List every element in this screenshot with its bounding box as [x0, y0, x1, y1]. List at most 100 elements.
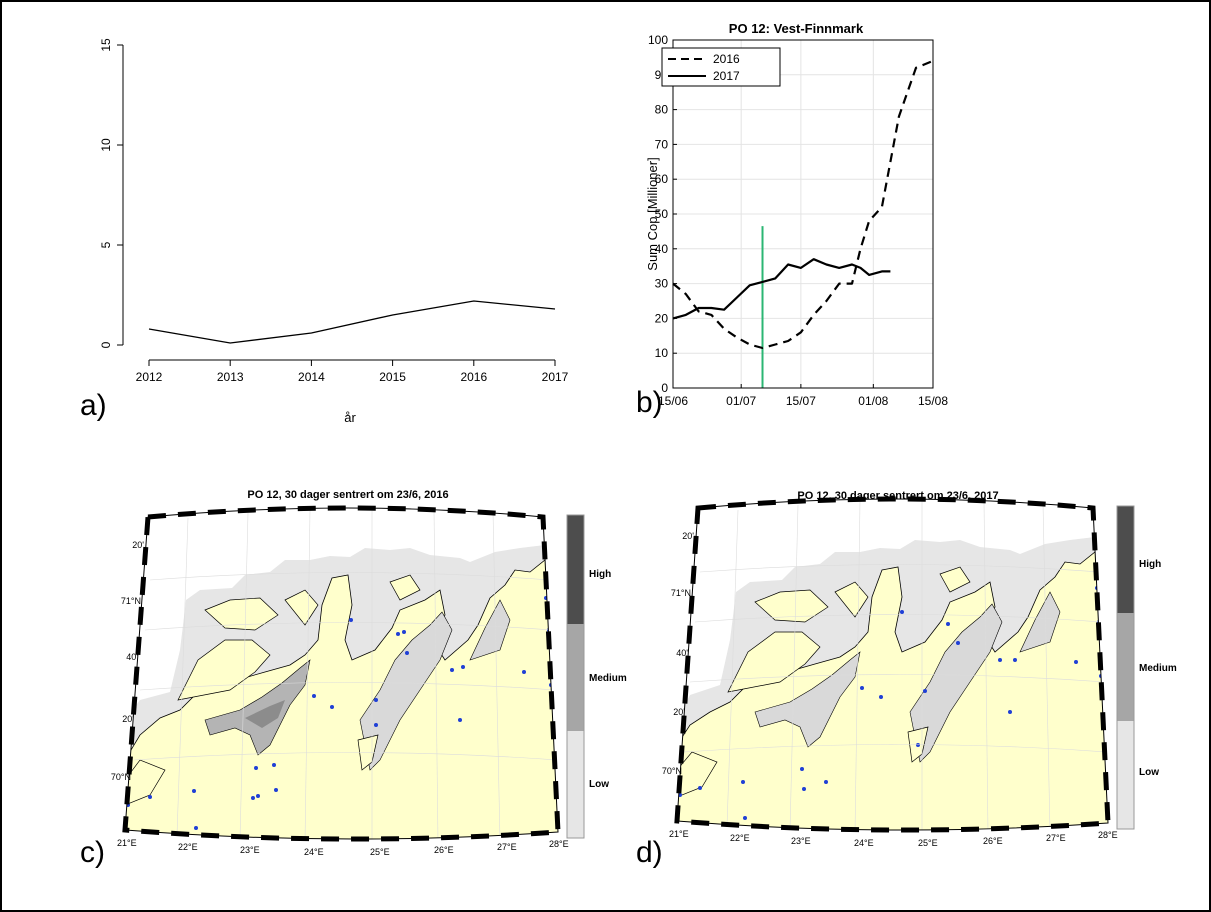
map-c-graticule — [133, 509, 558, 840]
map-c-lat-label: 20' — [132, 540, 144, 550]
map-c-fjord-high — [245, 700, 285, 728]
panel-a-chart: 0 5 10 15 2012 2013 2014 2015 2016 2017 år — [99, 38, 569, 425]
map-c-lon-label: 25°E — [370, 847, 390, 857]
panel-a-xlabel: år — [344, 410, 356, 425]
panel-b-x-tick-label: 01/07 — [726, 394, 756, 408]
panel-a-x-tick-label: 2017 — [542, 370, 569, 384]
map-d-lat-label: 71°N — [671, 588, 691, 598]
panel-b-frame — [672, 39, 934, 389]
map-c-lon-labels: 21°E 22°E 23°E 24°E 25°E 26°E 27°E 28°E — [117, 838, 569, 857]
panel-a-y-tick-label: 0 — [99, 341, 113, 348]
colorbar-medium-segment — [1117, 613, 1134, 721]
panel-a-x-tick-label: 2013 — [217, 370, 244, 384]
map-c-colorbar: High Medium Low — [566, 514, 627, 839]
map-c-lon-label: 28°E — [549, 839, 569, 849]
map-d-graticule — [683, 501, 1108, 831]
map-d-fjord-2 — [909, 603, 1003, 763]
map-d-frame-border — [674, 496, 1111, 833]
panel-a-y-ticks: 0 5 10 15 — [99, 38, 123, 348]
map-d-content — [677, 501, 1108, 831]
panel-a-axes — [122, 45, 555, 361]
map-c-lat-label: 20' — [122, 714, 134, 724]
panel-b-y-tick-label: 30 — [655, 277, 669, 291]
panel-b-x-tick-label: 15/08 — [918, 394, 948, 408]
panel-b-legend: 2016 2017 — [661, 47, 781, 87]
panel-a-y-tick-label: 15 — [99, 38, 113, 52]
panel-a-x-tick-label: 2015 — [379, 370, 406, 384]
map-c-fjord-3 — [469, 599, 511, 661]
map-c-lat-labels: 20' 71°N 40' 20' 70°N — [111, 540, 144, 782]
map-c-land — [125, 554, 558, 840]
colorbar-low-label: Low — [1139, 767, 1159, 778]
series-line-2017 — [672, 258, 891, 320]
panel-letter-b: b) — [636, 386, 663, 419]
panel-b-series — [672, 59, 934, 388]
map-c-lat-label: 70°N — [111, 772, 131, 782]
colorbar-high-segment — [1117, 506, 1134, 613]
colorbar-low-segment — [567, 731, 584, 838]
panel-a-x-tick-label: 2012 — [136, 370, 163, 384]
panel-b-axes-box — [672, 39, 934, 389]
panel-a-y-tick-label: 10 — [99, 138, 113, 152]
map-d-points — [678, 586, 1103, 820]
panel-b-chart: PO 12: Vest-Finnmark 0102030405060708090… — [645, 21, 948, 408]
map-c-lon-label: 27°E — [497, 842, 517, 852]
map-panel-d: PO 12, 30 dager sentrert om 23/6, 2017 2… — [662, 490, 1177, 848]
map-d-lon-label: 26°E — [983, 836, 1003, 846]
colorbar-high-segment — [567, 515, 584, 624]
map-panel-c: PO 12, 30 dager sentrert om 23/6, 2016 2… — [111, 489, 627, 857]
panel-b-x-tick-label: 15/06 — [658, 394, 688, 408]
map-d-lat-label: 70°N — [662, 766, 682, 776]
panel-a-x-tick-label: 2014 — [298, 370, 325, 384]
map-c-content — [125, 509, 558, 840]
map-d-islands — [677, 566, 971, 798]
map-d-lon-label: 22°E — [730, 833, 750, 843]
panel-b-y-tick-label: 20 — [655, 311, 669, 325]
colorbar-low-segment — [1117, 721, 1134, 829]
panel-b-y-tick-label: 10 — [655, 346, 669, 360]
map-c-title: PO 12, 30 dager sentrert om 23/6, 2016 — [247, 489, 448, 501]
panel-b-y-tick-label: 70 — [655, 137, 669, 151]
map-d-fjord — [754, 651, 861, 748]
map-d-lon-label: 21°E — [669, 829, 689, 839]
panel-b-y-tick-label: 60 — [655, 172, 669, 186]
map-d-lon-labels: 21°E 22°E 23°E 24°E 25°E 26°E 27°E 28°E — [669, 829, 1118, 848]
colorbar-high-label: High — [1139, 559, 1161, 570]
map-d-lon-label: 25°E — [918, 838, 938, 848]
legend-label-2016: 2016 — [713, 52, 740, 66]
map-d-lon-label: 23°E — [791, 836, 811, 846]
panel-letter-c: c) — [80, 836, 105, 869]
panel-b-x-tick-label: 15/07 — [786, 394, 816, 408]
colorbar-medium-segment — [567, 624, 584, 731]
colorbar-medium-label: Medium — [589, 673, 627, 684]
map-d-lat-labels: 20' 71°N 40' 20' 70°N — [662, 531, 694, 776]
map-d-lat-label: 20' — [682, 531, 694, 541]
panel-b-y-tick-label: 40 — [655, 242, 669, 256]
map-d-lat-label: 40' — [676, 648, 688, 658]
panel-b-x-tick-label: 01/08 — [858, 394, 888, 408]
panel-a-series — [148, 300, 556, 344]
map-c-lon-label: 24°E — [304, 847, 324, 857]
panel-b-ylabel: Sum Cop [Millioner] — [645, 157, 660, 270]
map-d-lat-label: 20' — [673, 707, 685, 717]
panel-a-series-line — [148, 300, 556, 344]
panel-b-y-tick-label: 0 — [661, 381, 668, 395]
panel-b-grid — [672, 39, 934, 389]
panel-a-y-tick-label: 5 — [99, 241, 113, 248]
colorbar-medium-label: Medium — [1139, 663, 1177, 674]
map-d-lon-label: 28°E — [1098, 830, 1118, 840]
panel-b-title: PO 12: Vest-Finnmark — [729, 21, 864, 36]
map-c-frame-border — [122, 505, 561, 842]
panel-letter-a: a) — [80, 389, 107, 422]
map-c-lat-label: 40' — [126, 652, 138, 662]
panel-letter-d: d) — [636, 836, 663, 869]
map-d-colorbar: High Medium Low — [1116, 505, 1177, 830]
colorbar-low-label: Low — [589, 779, 609, 790]
series-line-2016 — [672, 59, 934, 350]
legend-box — [661, 47, 781, 87]
panel-a-x-tick-label: 2016 — [460, 370, 487, 384]
map-c-islands — [125, 574, 421, 806]
